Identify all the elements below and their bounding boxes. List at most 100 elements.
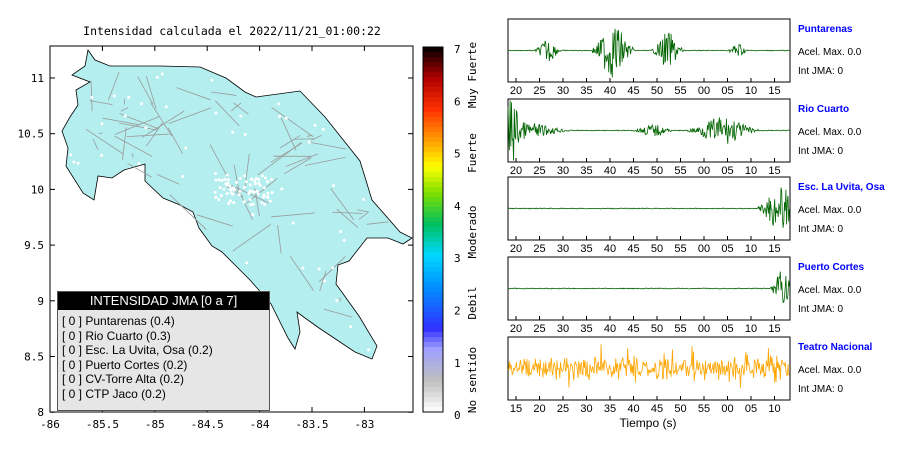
town-points: [69, 72, 371, 352]
town-dot: [251, 202, 255, 206]
colorbar-cell: [423, 272, 443, 278]
colorbar-cell: [423, 292, 443, 298]
waveform-tick-label: 00: [698, 323, 710, 335]
waveform-tick-label: 05: [721, 243, 733, 255]
colorbar-cell: [423, 82, 443, 88]
waveform-tick-label: 30: [557, 165, 569, 177]
town-dot: [218, 186, 222, 190]
colorbar-cell: [423, 77, 443, 83]
map-title: Intensidad calculada el 2022/11/21_01:00…: [83, 24, 381, 38]
road-segment: [90, 80, 93, 112]
waveform-tick-label: 20: [510, 323, 522, 335]
waveform-tick-label: 50: [651, 165, 663, 177]
town-dot: [137, 162, 141, 166]
colorbar-cell: [423, 177, 443, 183]
town-dot: [277, 102, 281, 106]
town-dot: [242, 200, 246, 204]
map-x-tick-label: -86: [40, 418, 60, 431]
legend-header: INTENSIDAD JMA [0 a 7]: [58, 292, 269, 310]
town-dot: [313, 123, 317, 127]
town-dot: [317, 267, 321, 271]
colorbar-cell: [423, 92, 443, 98]
colorbar-cell: [423, 277, 443, 283]
town-dot: [335, 299, 339, 303]
waveform-tick-label: 10: [745, 165, 757, 177]
town-dot: [262, 195, 266, 199]
town-dot: [265, 180, 269, 184]
road-segment: [280, 117, 297, 151]
town-dot: [214, 111, 218, 115]
colorbar-cell: [423, 87, 443, 93]
road-segment: [211, 91, 237, 96]
town-dot: [244, 180, 248, 184]
station-name: Puerto Cortes: [798, 262, 865, 273]
waveform-tick-label: 45: [627, 165, 639, 177]
colorbar-cell: [423, 217, 443, 223]
map-x-tick-label: -85: [145, 418, 165, 431]
colorbar-frame: [422, 46, 444, 413]
colorbar-cell: [423, 172, 443, 178]
road-segment: [98, 132, 103, 135]
town-dot: [242, 185, 246, 189]
road-segment: [102, 117, 141, 126]
station-name: Rio Cuarto: [798, 104, 849, 115]
road-segment: [271, 212, 315, 218]
colorbar-label: Muy Fuerte: [466, 42, 479, 108]
colorbar-cell: [423, 342, 443, 348]
road-segment: [114, 116, 160, 135]
map-x-tick-label: -83: [354, 418, 374, 431]
waveform-trace: [507, 187, 790, 228]
road-segment: [119, 122, 159, 131]
town-dot: [258, 183, 262, 187]
waveform-tick-label: 05: [721, 165, 733, 177]
colorbar-cell: [423, 202, 443, 208]
waveform-tick-label: 45: [651, 403, 663, 415]
colorbar-cell: [423, 267, 443, 273]
colorbar-cell: [423, 127, 443, 133]
town-dot: [263, 203, 267, 207]
station-accel: Acel. Max. 0.0: [798, 127, 862, 138]
station-jma: Int JMA: 0: [798, 146, 843, 157]
road-segment: [89, 100, 113, 106]
colorbar-cell: [423, 317, 443, 323]
road-segment: [330, 188, 355, 221]
waveform-tick-label: 20: [510, 243, 522, 255]
intensity-colorbar: 7 6 5 4 3 2 1 0 Muy Fuerte Fuerte Moderado Debil No…: [422, 42, 479, 422]
town-dot: [291, 221, 295, 225]
colorbar-cell: [423, 112, 443, 118]
colorbar-cell: [423, 377, 443, 383]
legend-row: [ 0 ] Puerto Cortes (0.2): [62, 357, 188, 372]
waveform-tick-label: 05: [745, 403, 757, 415]
road-segment: [126, 133, 170, 138]
town-dot: [263, 176, 267, 180]
town-dot: [213, 171, 217, 175]
town-dot: [323, 279, 327, 283]
waveform-tick-label: 15: [768, 243, 780, 255]
colorbar-tick-label: 5: [454, 148, 461, 161]
colorbar-cell: [423, 212, 443, 218]
town-dot: [256, 192, 260, 196]
waveform-tick-label: 10: [745, 323, 757, 335]
waveform-tick-label: 55: [674, 165, 686, 177]
road-segment: [332, 211, 363, 214]
road-segment: [293, 138, 315, 140]
town-dot: [90, 95, 94, 99]
town-dot: [127, 95, 131, 99]
waveform-trace: [507, 28, 790, 78]
colorbar-cell: [423, 302, 443, 308]
road-segment: [323, 308, 353, 318]
waveform-tick-label: 35: [580, 243, 592, 255]
colorbar-tick-label: 1: [454, 357, 461, 370]
map-y-tick-label: 9: [37, 295, 44, 308]
waveform-tick-label: 40: [604, 85, 616, 97]
waveform-tick-label: 25: [533, 323, 545, 335]
map-y-tick-label: 8: [37, 406, 44, 419]
station-accel: Acel. Max. 0.0: [798, 205, 862, 216]
road-segment: [271, 107, 314, 138]
colorbar-cell: [423, 337, 443, 343]
town-dot: [278, 115, 282, 119]
town-dot: [164, 105, 168, 109]
town-dot: [248, 183, 252, 187]
town-dot: [362, 198, 366, 202]
road-segment: [305, 156, 346, 166]
